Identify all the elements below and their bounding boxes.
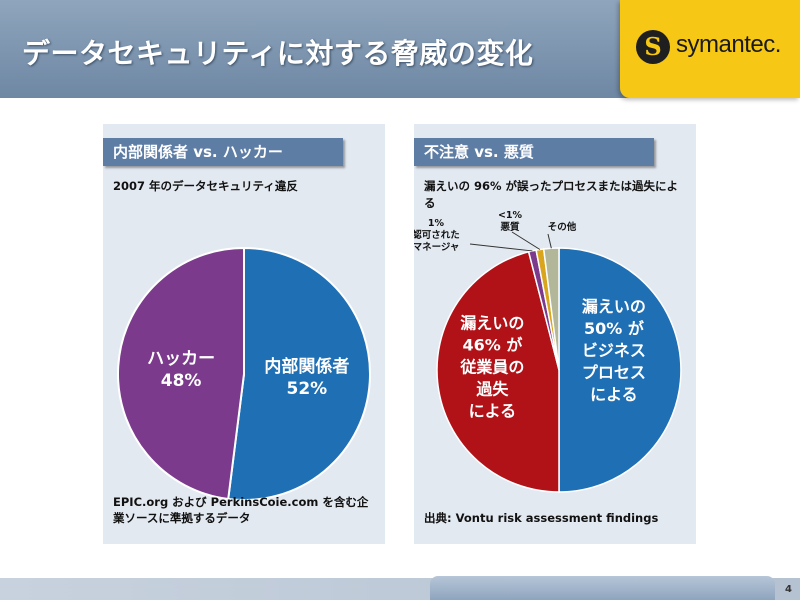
- pie-label-business-process: ビジネス: [582, 341, 646, 360]
- pie-label-business-process: 50% が: [584, 319, 644, 338]
- page-number: 4: [785, 584, 792, 595]
- footer-accent: [430, 576, 775, 600]
- left-panel-source: EPIC.org および PerkinsCoie.com を含む企業ソースに準拠…: [113, 495, 369, 525]
- logo-text: symantec.: [676, 31, 781, 58]
- pie-label-business-process: による: [590, 385, 638, 404]
- pie-label-employee-error: 従業員の: [459, 357, 524, 376]
- pie-label-employee-error: 過失: [475, 379, 509, 398]
- left-panel-subtitle: 2007 年のデータセキュリティ違反: [113, 179, 298, 193]
- pie-label-other: その他: [548, 221, 577, 233]
- pie-slice-employee-error: [436, 250, 560, 493]
- pie-label-business-process: プロセス: [582, 363, 646, 382]
- pie-label-employee-error: 漏えいの: [460, 313, 524, 332]
- left-panel: 内部関係者 vs. ハッカー 2007 年のデータセキュリティ違反 内部関係者 5…: [103, 124, 385, 544]
- left-panel-header: 内部関係者 vs. ハッカー: [103, 138, 343, 166]
- leader-line-other: [547, 233, 552, 249]
- right-panel: 不注意 vs. 悪質 漏えいの 96% が誤ったプロセスまたは過失による 漏えい…: [414, 124, 696, 544]
- pie-label-employee-error: による: [469, 401, 517, 420]
- leader-line-authorized-manager: [469, 243, 533, 252]
- slide-title: データセキュリティに対する脅威の変化: [22, 37, 534, 70]
- pie-label-hackers: 48%: [161, 371, 202, 391]
- logo-area: S symantec.: [620, 0, 800, 98]
- pie-label-hackers: ハッカー: [147, 349, 215, 369]
- right-panel-header: 不注意 vs. 悪質: [414, 138, 654, 166]
- pie-slice-hackers: [117, 246, 245, 501]
- pie-label-authorized-manager: 認可された: [414, 229, 460, 241]
- pie-label-insiders: 52%: [287, 379, 328, 399]
- pie-label-authorized-manager: 1%: [428, 218, 445, 229]
- pie-label-authorized-manager: マネージャ: [414, 242, 459, 253]
- leader-line-malicious: [511, 231, 541, 250]
- pie-label-employee-error: 46% が: [462, 335, 522, 354]
- pie-label-malicious: <1%: [498, 210, 523, 221]
- right-panel-source: 出典: Vontu risk assessment findings: [424, 511, 659, 525]
- pie-slice-business-process: [558, 247, 682, 493]
- right-panel-subtitle: 漏えいの 96% が誤ったプロセスまたは過失による: [424, 179, 679, 210]
- pie-label-business-process: 漏えいの: [582, 297, 646, 316]
- pie-label-insiders: 内部関係者: [264, 356, 349, 377]
- pie-label-malicious: 悪質: [500, 221, 520, 233]
- pie-slice-insiders: [227, 246, 371, 501]
- symantec-logo-icon: S: [636, 30, 670, 64]
